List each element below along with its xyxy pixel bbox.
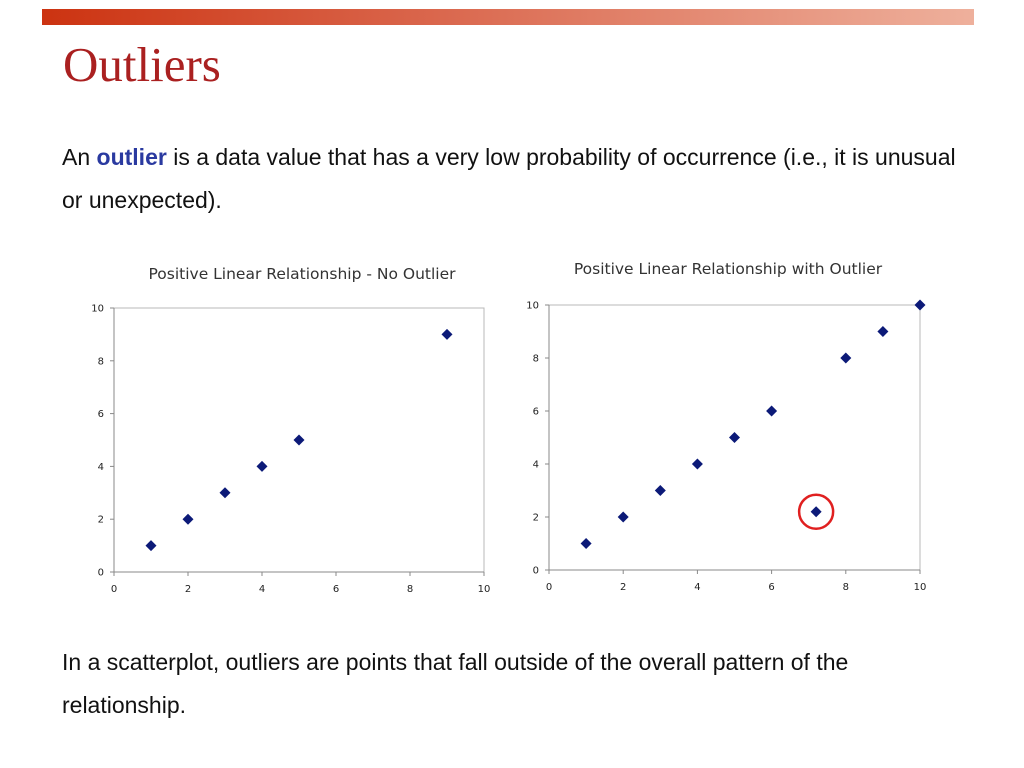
data-point [766, 405, 778, 417]
intro-paragraph: An outlier is a data value that has a ve… [62, 136, 962, 222]
x-tick-label: 8 [407, 584, 413, 595]
y-tick-label: 4 [98, 462, 104, 473]
data-point [691, 458, 703, 470]
x-tick-label: 10 [914, 582, 927, 593]
x-tick-label: 0 [546, 582, 552, 593]
y-tick-label: 4 [533, 460, 539, 471]
x-tick-label: 6 [768, 582, 774, 593]
y-tick-label: 0 [533, 566, 539, 577]
outlier-highlight-circle [797, 493, 835, 530]
y-tick-label: 10 [526, 301, 539, 312]
y-tick-label: 2 [98, 515, 104, 526]
data-point [145, 540, 157, 552]
chart-title: Positive Linear Relationship with Outlie… [574, 260, 883, 278]
x-tick-label: 8 [843, 582, 849, 593]
y-tick-label: 0 [98, 568, 104, 579]
chart-title: Positive Linear Relationship - No Outlie… [148, 265, 456, 283]
x-tick-label: 0 [111, 584, 117, 595]
data-point [441, 328, 453, 340]
y-tick-label: 6 [533, 407, 539, 418]
intro-prefix: An [62, 144, 97, 170]
x-tick-label: 4 [694, 582, 700, 593]
y-tick-label: 8 [98, 356, 104, 367]
data-point [840, 352, 852, 364]
x-tick-label: 10 [478, 584, 491, 595]
top-accent-bar [42, 9, 974, 25]
data-point [219, 487, 231, 499]
slide-title: Outliers [63, 37, 221, 92]
data-point [617, 511, 629, 523]
chart-1: Positive Linear Relationship - No Outlie… [91, 265, 490, 595]
data-point [293, 434, 305, 446]
data-point [877, 326, 889, 337]
data-point [580, 538, 592, 549]
data-point [810, 506, 822, 518]
intro-suffix: is a data value that has a very low prob… [62, 144, 956, 213]
x-tick-label: 2 [185, 584, 191, 595]
y-tick-label: 2 [533, 513, 539, 524]
x-tick-label: 4 [259, 584, 265, 595]
x-tick-label: 2 [620, 582, 626, 593]
y-tick-label: 10 [91, 304, 104, 315]
data-point [654, 485, 666, 496]
chart-2: Positive Linear Relationship with Outlie… [526, 260, 926, 593]
x-tick-label: 6 [333, 584, 339, 595]
data-point [256, 460, 268, 472]
keyword-outlier: outlier [96, 144, 167, 170]
y-tick-label: 8 [533, 354, 539, 365]
outro-paragraph: In a scatterplot, outliers are points th… [62, 649, 849, 718]
data-point [729, 432, 740, 443]
data-point [182, 513, 194, 525]
data-point [914, 299, 926, 311]
y-tick-label: 6 [98, 409, 104, 420]
